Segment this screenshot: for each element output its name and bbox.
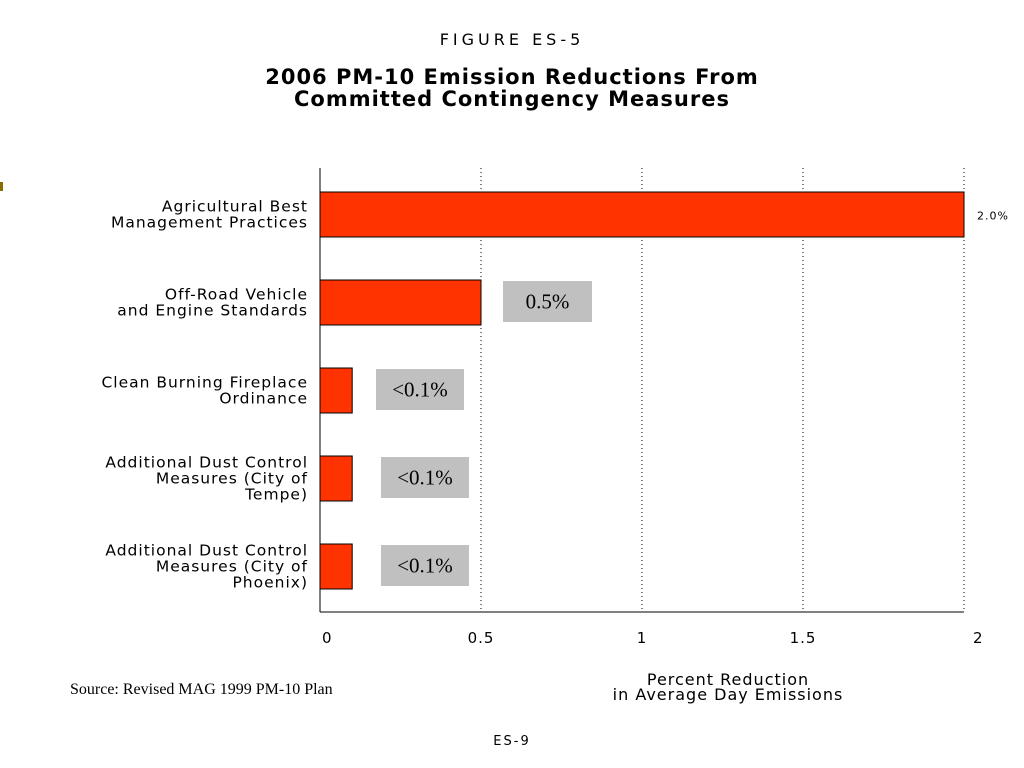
data-label-4: <0.1%: [397, 554, 453, 578]
bar-3: [319, 455, 353, 502]
data-label-1: 0.5%: [526, 290, 570, 314]
source-note: Source: Revised MAG 1999 PM-10 Plan: [70, 681, 333, 698]
chart-title: 2006 PM-10 Emission Reductions From Comm…: [0, 66, 1024, 110]
corner-marker: [0, 182, 3, 191]
category-label-3-2: Tempe): [244, 486, 308, 504]
category-label-1-1: and Engine Standards: [117, 302, 308, 320]
data-label-box-2: [376, 369, 464, 410]
x-axis-label-line-2: in Average Day Emissions: [612, 685, 844, 704]
x-tick-label-2: 1: [637, 629, 648, 647]
bar-2: [319, 367, 353, 414]
page-number: ES-9: [493, 734, 531, 749]
chart-title-line-1: 2006 PM-10 Emission Reductions From: [265, 65, 759, 89]
data-label-3: <0.1%: [397, 466, 453, 490]
category-label-0-0: Agricultural Best: [162, 198, 308, 216]
bar-4: [319, 543, 353, 590]
data-label-2: <0.1%: [392, 378, 448, 402]
category-label-2-1: Ordinance: [219, 390, 308, 408]
x-tick-label-4: 2: [973, 629, 984, 647]
data-label-box-4: [381, 545, 469, 586]
x-tick-label-1: 0.5: [468, 629, 495, 647]
category-label-2-0: Clean Burning Fireplace: [101, 374, 308, 392]
data-label-0: 2.0%: [977, 210, 1009, 223]
data-label-box-3: [381, 457, 469, 498]
bar-1: [319, 279, 482, 326]
category-label-4-0: Additional Dust Control: [105, 542, 308, 560]
chart-title-line-2: Committed Contingency Measures: [294, 87, 730, 111]
x-axis-label-line-1: Percent Reduction: [646, 670, 810, 689]
category-label-3-1: Measures (City of: [156, 470, 308, 488]
category-label-4-2: Phoenix): [232, 574, 308, 592]
category-label-1-0: Off-Road Vehicle: [165, 286, 308, 304]
bar-0: [319, 191, 965, 238]
x-axis-label: Percent Reduction in Average Day Emissio…: [528, 670, 928, 704]
x-tick-label-0: 0: [322, 629, 333, 647]
figure-label: FIGURE ES-5: [439, 30, 585, 49]
x-tick-label-3: 1.5: [790, 629, 817, 647]
category-label-3-0: Additional Dust Control: [105, 454, 308, 472]
category-label-4-1: Measures (City of: [156, 558, 308, 576]
category-label-0-1: Management Practices: [111, 214, 308, 232]
data-label-box-1: [503, 281, 592, 322]
